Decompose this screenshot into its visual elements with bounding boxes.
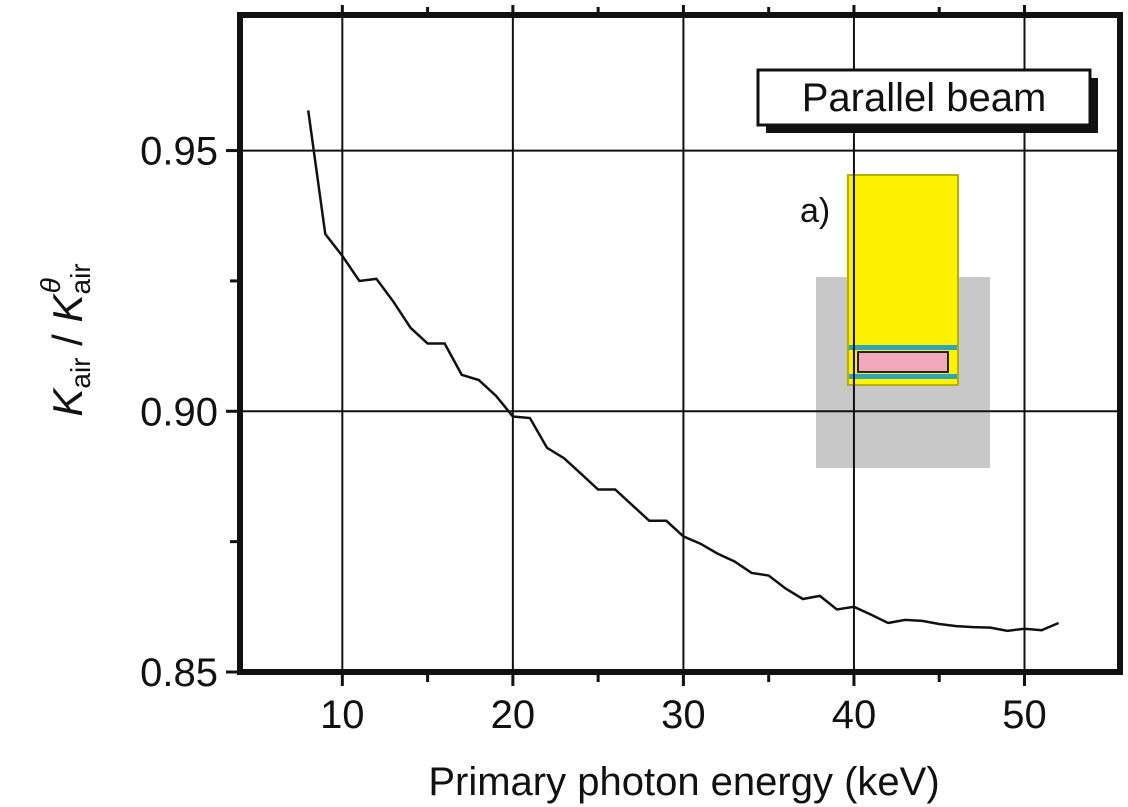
y-tick-label: 0.85 [140,651,218,695]
annotation: a) [800,192,830,230]
y-axis-label-part: air [65,358,96,389]
y-axis-label-part: K [44,387,91,417]
legend-box [756,68,1092,127]
inset-diagram [816,174,990,468]
annotation: Parallel beam [802,76,1047,120]
x-tick-label: 40 [832,693,877,737]
inset-layer [849,345,957,350]
x-axis-label: Primary photon energy (keV) [428,760,939,804]
x-tick-label: 30 [661,693,706,737]
x-tick-label: 20 [491,693,536,737]
y-axis-label-part: K [44,292,91,322]
data-line [306,110,1060,633]
y-axis-label-part: / [44,322,91,357]
y-tick-label: 0.95 [140,130,218,174]
y-axis-label: Kair / Kairθ [35,263,96,416]
x-tick-label: 50 [1002,693,1047,737]
y-tick-label: 0.90 [140,390,218,434]
y-axis-label-part: air [65,263,96,294]
y-axis-label-part: θ [35,278,66,293]
inset-layer [849,374,957,379]
x-tick-label: 10 [320,693,365,737]
plot-frame [237,12,1123,675]
inset-detector [857,351,949,373]
